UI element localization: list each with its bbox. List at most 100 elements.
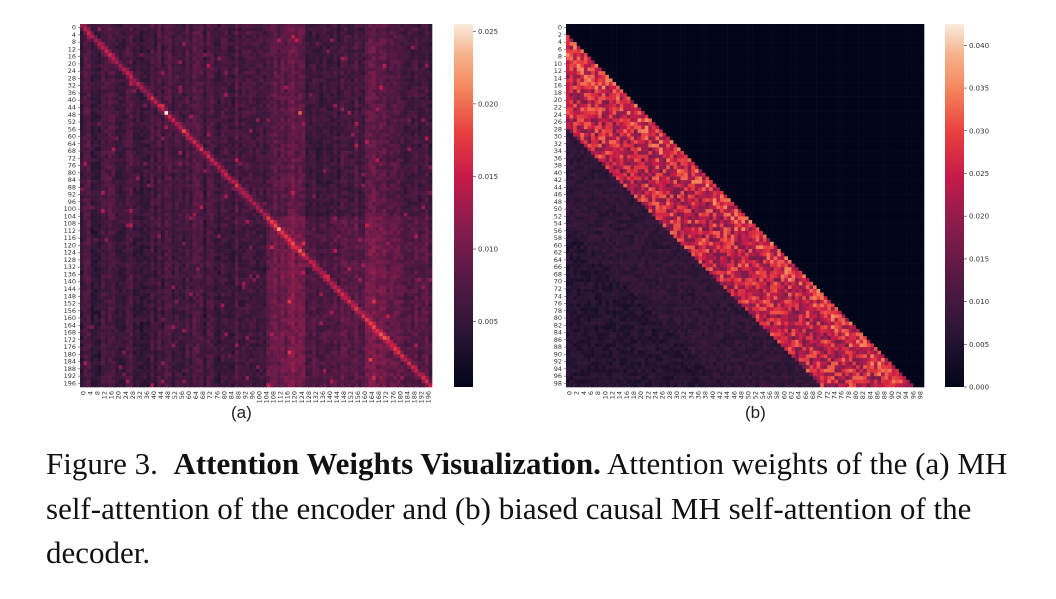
heatmap-cell — [203, 96, 208, 101]
heatmap-cell — [115, 103, 120, 108]
heatmap-cell — [361, 85, 366, 90]
heatmap-cell — [157, 187, 162, 192]
heatmap-cell — [277, 89, 281, 94]
heatmap-cell — [245, 82, 250, 87]
attention-figure: 0481216202428323640444852566064687276808… — [64, 24, 989, 404]
heatmap-cell — [132, 190, 137, 195]
heatmap-cell — [224, 56, 229, 61]
heatmap-cell — [87, 118, 91, 123]
heatmap-cell — [375, 180, 380, 185]
heatmap-cell — [238, 34, 243, 39]
heatmap-cell — [224, 71, 229, 76]
heatmap-cell — [160, 45, 165, 50]
heatmap-cell — [115, 38, 120, 43]
heatmap-cell — [203, 111, 208, 116]
heatmap-cell — [315, 129, 320, 134]
heatmap-cell — [196, 169, 200, 174]
heatmap-cell — [344, 147, 348, 152]
heatmap-cell — [375, 49, 380, 54]
heatmap-cell — [414, 82, 419, 87]
heatmap-cell — [358, 92, 362, 97]
heatmap-cell — [312, 92, 317, 97]
heatmap-cell — [421, 96, 426, 101]
heatmap-cell — [146, 198, 151, 203]
heatmap-cell — [160, 154, 165, 159]
heatmap-cell — [136, 103, 141, 108]
heatmap-cell — [417, 147, 422, 152]
heatmap-cell — [308, 96, 313, 101]
heatmap-cell — [351, 38, 355, 43]
heatmap-cell — [294, 165, 299, 170]
heatmap-cell — [87, 190, 91, 195]
heatmap-cell — [227, 92, 232, 97]
heatmap-cell — [312, 154, 317, 159]
heatmap-cell — [185, 201, 190, 206]
heatmap-cell — [294, 24, 299, 28]
heatmap-cell — [294, 111, 299, 116]
heatmap-cell — [266, 103, 271, 108]
heatmap-cell — [153, 92, 158, 97]
heatmap-cell — [270, 147, 274, 152]
heatmap-cell — [336, 85, 341, 90]
heatmap-cell — [298, 158, 303, 163]
heatmap-cell — [217, 31, 222, 36]
heatmap-cell — [185, 67, 190, 72]
heatmap-cell — [217, 158, 222, 163]
heatmap-cell — [171, 63, 176, 68]
heatmap-cell — [277, 118, 281, 123]
heatmap-cell — [351, 201, 355, 206]
heatmap-cell — [277, 60, 281, 65]
heatmap-cell — [389, 151, 394, 155]
heatmap-cell — [192, 136, 197, 141]
heatmap-cell — [301, 154, 306, 159]
heatmap-cell — [234, 82, 239, 87]
heatmap-cell — [171, 190, 176, 195]
heatmap-cell — [199, 74, 204, 79]
heatmap-cell — [365, 34, 369, 39]
heatmap-cell — [175, 165, 179, 170]
heatmap-cell — [171, 27, 176, 32]
heatmap-cell — [428, 67, 433, 72]
heatmap-cell — [217, 172, 222, 177]
heatmap-cell — [291, 140, 296, 145]
heatmap-cell — [104, 45, 109, 50]
heatmap-cell — [248, 201, 253, 206]
heatmap-cell — [220, 165, 225, 170]
heatmap-cell — [336, 53, 341, 57]
heatmap-cell — [185, 71, 190, 76]
heatmap-cell — [185, 194, 190, 199]
heatmap-cell — [301, 103, 306, 108]
heatmap-cell — [220, 45, 225, 50]
heatmap-cell — [326, 34, 331, 39]
heatmap-cell — [139, 31, 144, 36]
heatmap-cell — [87, 132, 91, 137]
heatmap-cell — [417, 111, 422, 116]
heatmap-cell — [407, 198, 412, 203]
heatmap-cell — [238, 96, 243, 101]
heatmap-cell — [379, 136, 384, 141]
heatmap-cell — [259, 107, 264, 112]
heatmap-cell — [382, 63, 387, 68]
heatmap-cell — [252, 190, 257, 195]
heatmap-cell — [259, 151, 264, 155]
heatmap-cell — [178, 183, 183, 188]
heatmap-cell — [266, 31, 271, 36]
heatmap-cell — [403, 169, 408, 174]
heatmap-cell — [90, 67, 95, 72]
heatmap-cell — [410, 183, 415, 188]
heatmap-cell — [224, 89, 229, 94]
heatmap-cell — [108, 53, 112, 57]
heatmap-cell — [379, 165, 384, 170]
heatmap-cell — [322, 187, 327, 192]
heatmap-cell — [252, 125, 257, 130]
heatmap-cell — [368, 198, 373, 203]
heatmap-cell — [146, 38, 151, 43]
heatmap-cell — [101, 56, 105, 61]
heatmap-cell — [298, 82, 303, 87]
heatmap-cell — [217, 118, 222, 123]
heatmap-cell — [171, 114, 176, 119]
heatmap-cell — [104, 201, 109, 206]
heatmap-cell — [417, 129, 422, 134]
heatmap-cell — [266, 136, 271, 141]
heatmap-cell — [340, 107, 345, 112]
